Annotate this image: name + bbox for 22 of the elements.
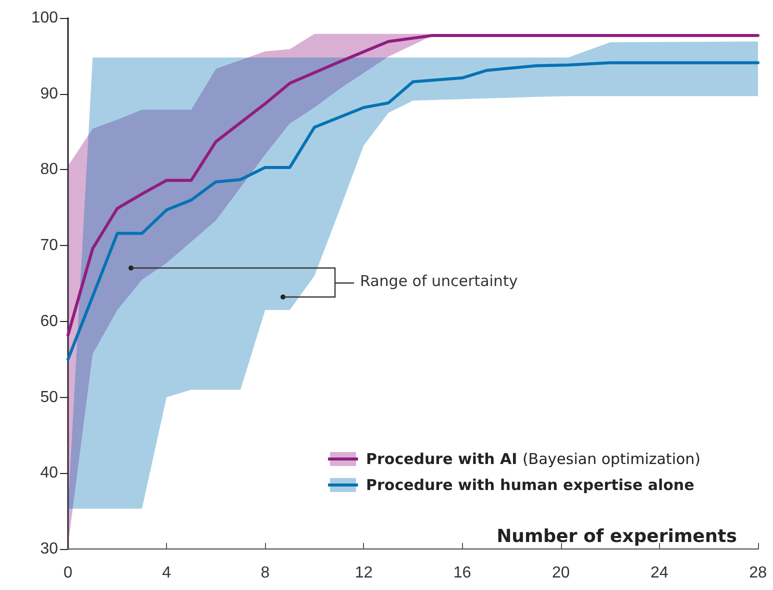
x-tick-label: 24 [650,564,668,582]
x-tick-label: 20 [552,564,570,582]
line-series [66,34,760,337]
x-tick-label: 12 [354,564,373,582]
y-tick-label: 70 [40,237,58,254]
y-tick-label: 80 [40,161,58,178]
x-axis-title: Number of experiments [496,526,737,547]
annotation: Range of uncertainty [360,272,518,290]
line-series [66,61,760,361]
y-tick-label: 40 [40,464,58,482]
y-tick-label: 60 [40,312,58,330]
legend-label: Procedure with human expertise alone [366,476,694,494]
legend-label: Procedure with AI (Bayesian optimization) [366,450,701,468]
x-tick-label: 4 [162,564,172,582]
y-tick-label: 90 [40,85,58,102]
x-tick-label: 28 [749,564,767,582]
x-tick-label: 0 [64,564,73,582]
y-tick-label: 50 [40,388,58,406]
y-tick-label: 30 [40,540,58,558]
x-tick-label: 8 [260,564,270,582]
y-tick-label: 100 [31,10,58,26]
x-tick-label: 16 [453,564,472,582]
